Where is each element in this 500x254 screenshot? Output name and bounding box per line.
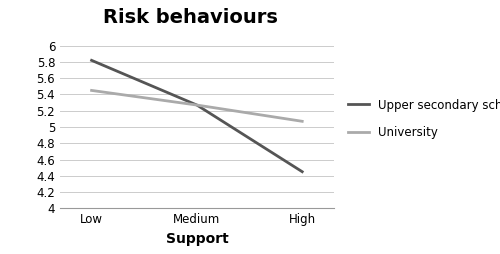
Text: Risk behaviours: Risk behaviours — [102, 8, 278, 27]
Legend: Upper secondary school, University: Upper secondary school, University — [343, 94, 500, 144]
Line: University: University — [92, 90, 302, 121]
Upper secondary school — [88, 59, 94, 62]
Line: Upper secondary school: Upper secondary school — [92, 60, 302, 172]
X-axis label: Support: Support — [166, 232, 228, 246]
Upper secondary school — [299, 170, 305, 173]
University — [194, 104, 200, 107]
University — [88, 89, 94, 92]
University — [299, 120, 305, 123]
Upper secondary school — [194, 104, 200, 107]
